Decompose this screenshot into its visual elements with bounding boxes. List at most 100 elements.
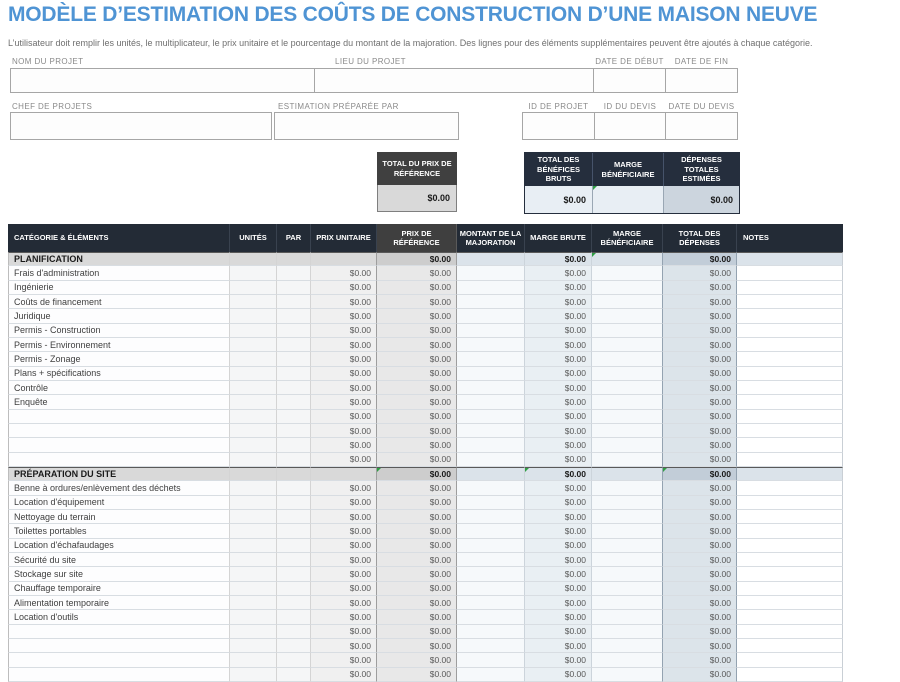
cell-prix-reference[interactable]: $0.00 [377, 610, 457, 625]
cell-marge-brute[interactable]: $0.00 [525, 280, 592, 295]
cell-unites[interactable] [230, 509, 277, 525]
cell-marge-beneficiaire[interactable] [592, 380, 663, 396]
cell-category[interactable] [8, 667, 230, 682]
cell-par[interactable] [277, 610, 311, 625]
cell-total-depenses[interactable]: $0.00 [663, 466, 737, 482]
cell-total-depenses[interactable]: $0.00 [663, 452, 737, 467]
cell-marge-beneficiaire[interactable] [592, 610, 663, 625]
cell-total-depenses[interactable]: $0.00 [663, 366, 737, 381]
cell-total-depenses[interactable]: $0.00 [663, 309, 737, 324]
cell-marge-brute[interactable]: $0.00 [525, 352, 592, 367]
cell-prix-reference[interactable]: $0.00 [377, 452, 457, 467]
cell-total-depenses[interactable]: $0.00 [663, 624, 737, 639]
cell-total-depenses[interactable]: $0.00 [663, 438, 737, 453]
cell-category[interactable]: Location d'outils [8, 610, 230, 625]
cell-notes[interactable] [737, 552, 843, 568]
cell-prix-unitaire[interactable]: $0.00 [311, 294, 377, 310]
cell-montant-majoration[interactable] [457, 610, 525, 625]
cell-notes[interactable] [737, 524, 843, 539]
cell-montant-majoration[interactable] [457, 667, 525, 682]
cell-total-depenses[interactable]: $0.00 [663, 337, 737, 353]
cell-prix-reference[interactable]: $0.00 [377, 653, 457, 668]
cell-notes[interactable] [737, 610, 843, 625]
cell-marge-beneficiaire[interactable] [592, 567, 663, 582]
cell-par[interactable] [277, 294, 311, 310]
cell-marge-beneficiaire[interactable] [592, 352, 663, 367]
cell-par[interactable] [277, 337, 311, 353]
cell-notes[interactable] [737, 581, 843, 596]
cell-notes[interactable] [737, 567, 843, 582]
cell-marge-beneficiaire[interactable] [592, 624, 663, 639]
cell-marge-brute[interactable]: $0.00 [525, 610, 592, 625]
cell-notes[interactable] [737, 481, 843, 496]
cell-prix-reference[interactable]: $0.00 [377, 567, 457, 582]
cell-notes[interactable] [737, 366, 843, 381]
cell-marge-brute[interactable]: $0.00 [525, 294, 592, 310]
cell-total-depenses[interactable]: $0.00 [663, 638, 737, 654]
cell-category[interactable]: Juridique [8, 309, 230, 324]
cell-marge-brute[interactable]: $0.00 [525, 581, 592, 596]
cell-prix-reference[interactable]: $0.00 [377, 323, 457, 338]
cell-par[interactable] [277, 266, 311, 281]
cell-par[interactable] [277, 509, 311, 525]
cell-prix-reference[interactable]: $0.00 [377, 352, 457, 367]
cell-notes[interactable] [737, 423, 843, 439]
cell-prix-unitaire[interactable] [311, 466, 377, 482]
cell-montant-majoration[interactable] [457, 581, 525, 596]
cell-total-depenses[interactable]: $0.00 [663, 610, 737, 625]
cell-marge-beneficiaire[interactable] [592, 452, 663, 467]
cell-total-depenses[interactable]: $0.00 [663, 524, 737, 539]
cell-total-depenses[interactable]: $0.00 [663, 380, 737, 396]
cell-par[interactable] [277, 280, 311, 295]
cell-marge-beneficiaire[interactable] [592, 552, 663, 568]
cell-prix-unitaire[interactable]: $0.00 [311, 552, 377, 568]
cell-unites[interactable] [230, 538, 277, 553]
cell-category[interactable]: Permis - Construction [8, 323, 230, 338]
cell-marge-beneficiaire[interactable] [592, 667, 663, 682]
start-date-input[interactable] [593, 68, 666, 93]
cell-montant-majoration[interactable] [457, 495, 525, 510]
cell-notes[interactable] [737, 280, 843, 295]
cell-montant-majoration[interactable] [457, 466, 525, 482]
cell-marge-brute[interactable]: $0.00 [525, 595, 592, 611]
cell-par[interactable] [277, 567, 311, 582]
cell-notes[interactable] [737, 309, 843, 324]
cell-prix-unitaire[interactable]: $0.00 [311, 380, 377, 396]
cell-unites[interactable] [230, 266, 277, 281]
cell-marge-beneficiaire[interactable] [592, 595, 663, 611]
cell-total-depenses[interactable]: $0.00 [663, 667, 737, 682]
cell-category[interactable]: Coûts de financement [8, 294, 230, 310]
cell-total-depenses[interactable]: $0.00 [663, 323, 737, 338]
cell-prix-unitaire[interactable] [311, 252, 377, 267]
cell-unites[interactable] [230, 366, 277, 381]
cell-montant-majoration[interactable] [457, 452, 525, 467]
cell-prix-reference[interactable]: $0.00 [377, 380, 457, 396]
cell-marge-brute[interactable]: $0.00 [525, 481, 592, 496]
cell-marge-brute[interactable]: $0.00 [525, 667, 592, 682]
cell-montant-majoration[interactable] [457, 395, 525, 410]
cell-total-depenses[interactable]: $0.00 [663, 653, 737, 668]
cell-montant-majoration[interactable] [457, 638, 525, 654]
cell-marge-brute[interactable]: $0.00 [525, 309, 592, 324]
cell-prix-reference[interactable]: $0.00 [377, 423, 457, 439]
cell-prix-unitaire[interactable]: $0.00 [311, 524, 377, 539]
cell-prix-reference[interactable]: $0.00 [377, 252, 457, 267]
cell-montant-majoration[interactable] [457, 266, 525, 281]
cell-par[interactable] [277, 653, 311, 668]
cell-prix-reference[interactable]: $0.00 [377, 667, 457, 682]
cell-prix-unitaire[interactable]: $0.00 [311, 395, 377, 410]
cell-prix-unitaire[interactable]: $0.00 [311, 610, 377, 625]
cell-prix-reference[interactable]: $0.00 [377, 466, 457, 482]
cell-notes[interactable] [737, 638, 843, 654]
cell-prix-reference[interactable]: $0.00 [377, 409, 457, 424]
cell-marge-brute[interactable]: $0.00 [525, 380, 592, 396]
cell-notes[interactable] [737, 380, 843, 396]
cell-par[interactable] [277, 323, 311, 338]
cell-notes[interactable] [737, 452, 843, 467]
cell-unites[interactable] [230, 337, 277, 353]
cell-montant-majoration[interactable] [457, 352, 525, 367]
cell-montant-majoration[interactable] [457, 438, 525, 453]
cell-category[interactable]: Ingénierie [8, 280, 230, 295]
cell-montant-majoration[interactable] [457, 567, 525, 582]
cell-prix-reference[interactable]: $0.00 [377, 294, 457, 310]
